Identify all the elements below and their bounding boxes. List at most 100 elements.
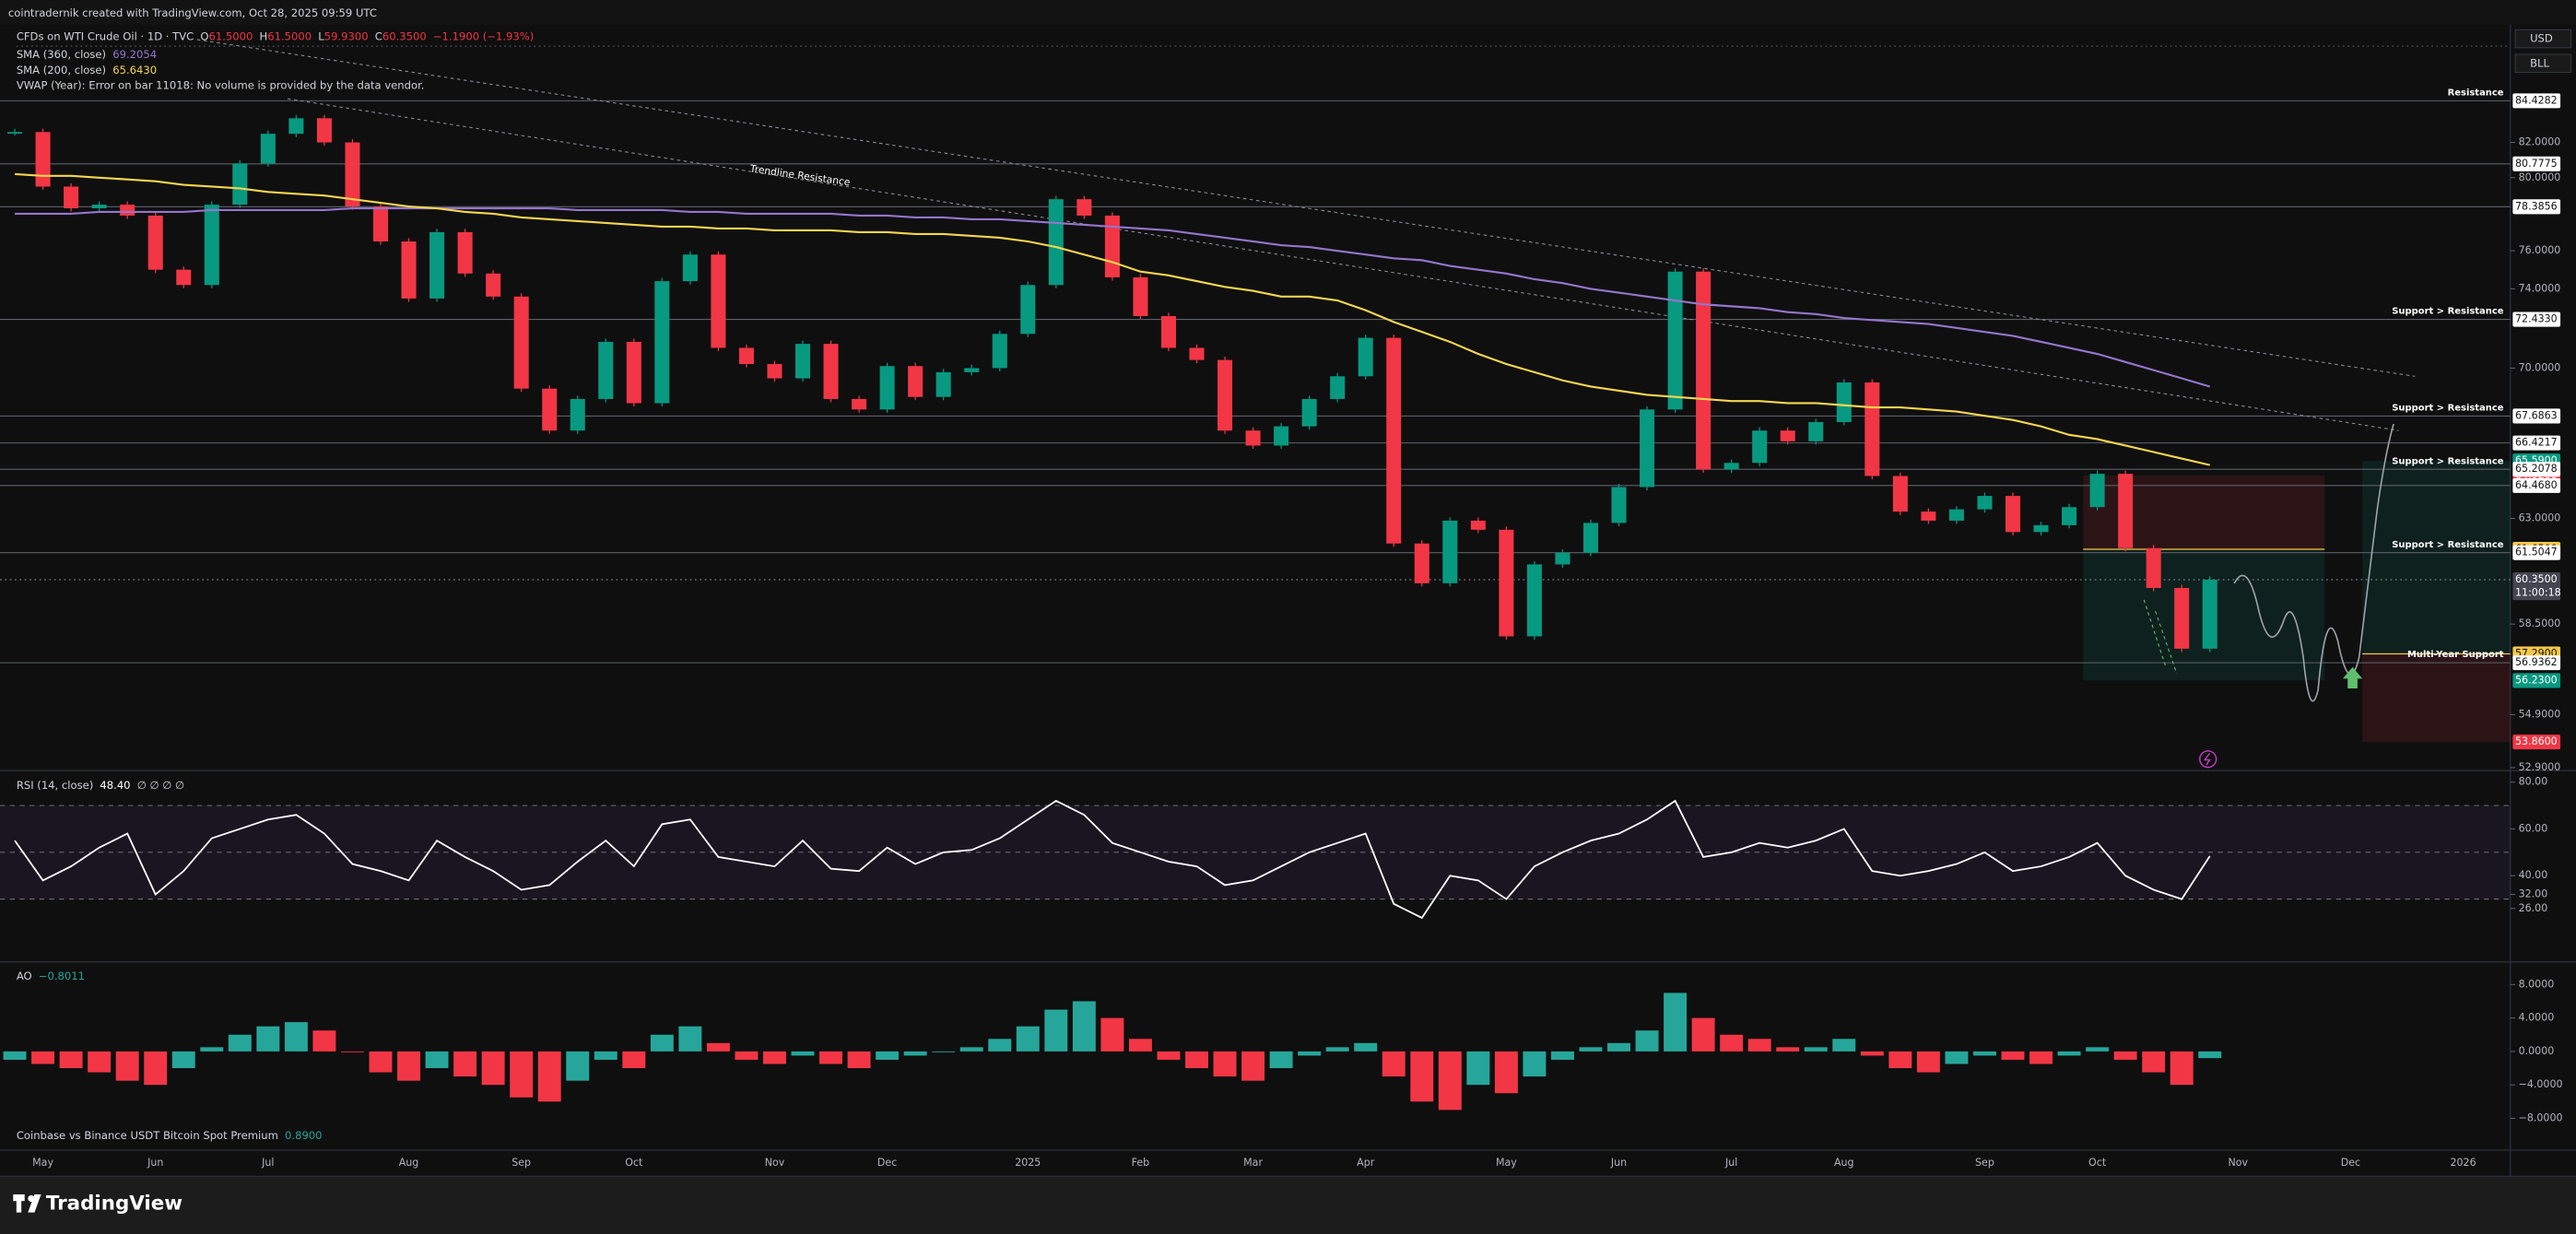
ao-bar [1438,1051,1462,1111]
x-tick-label: Jul [261,1157,274,1169]
price-badge [2512,156,2561,171]
up-arrow [2342,666,2363,689]
stop-zone [2362,653,2511,743]
candle [1582,523,1599,553]
candle [823,344,839,399]
y-tick-label: −4.0000 [2519,1078,2563,1090]
ao-bar [1016,1026,1040,1052]
candle [711,254,726,348]
ao-bar [284,1022,308,1052]
candle [1499,529,1514,637]
candle [1640,409,1655,488]
ao-bar [88,1051,112,1073]
unit-box[interactable] [2514,53,2572,74]
price-badge [2512,311,2561,327]
labels-layer: May Jun Jul Aug Sep Oct Nov Dec 2025 Feb Mar Apr May… [17,29,2563,1169]
moving-average [15,206,2211,388]
ao-bar [1945,1051,1969,1064]
x-tick-label: Oct [2088,1157,2107,1169]
ao-bar [1635,1030,1659,1052]
price-badge-label: 66.4217 [2515,437,2558,449]
ao-bar [453,1051,477,1077]
y-tick-label: 26.00 [2519,902,2548,914]
y-tick-label: 52.9000 [2519,761,2561,773]
ao-bar [988,1039,1012,1052]
ao-bar [1466,1051,1490,1086]
legend-part: SMA (360, close) [17,47,106,60]
y-tick-label: 70.0000 [2519,361,2561,373]
alert-icon-bolt [2203,753,2211,766]
ao-bar [1241,1051,1265,1081]
y-tick-label: 0.0000 [2519,1045,2555,1057]
candle [1921,511,1936,521]
legend-part: −0.8011 [39,969,85,981]
ao-bar [1776,1047,1800,1052]
logo-part [16,1194,22,1213]
candle [232,163,248,206]
ao-bar [622,1051,646,1069]
ao-bar [171,1051,195,1069]
ao-bar [144,1051,168,1086]
ao-bar [2001,1051,2025,1060]
candle [1555,552,1570,565]
candle [1667,271,1683,410]
x-tick-label: 2026 [2450,1157,2476,1169]
ao-bar [847,1051,871,1069]
ao-bar [115,1051,139,1081]
ao-bar [2113,1051,2137,1060]
legend-part: 65.6430 [112,63,157,76]
candle [738,347,754,365]
price-badge [2512,655,2561,671]
candle [1526,564,1542,637]
candle [401,241,417,299]
level-note: Multi-Year Support [2407,650,2504,660]
candle [852,398,867,410]
candle [1133,276,1148,316]
candle [288,118,304,135]
currency[interactable]: USD [2530,32,2553,45]
price-badge [2512,477,2561,493]
candle [2118,474,2134,548]
x-tick-label: Sep [512,1157,531,1169]
series-layer [3,114,2222,1111]
ao-bar [1213,1051,1237,1077]
ao-bar [2086,1047,2110,1052]
x-tick-label: Aug [399,1157,419,1169]
price-badge-label: 84.4282 [2515,94,2558,106]
legend: AO −0.8011 [17,969,85,981]
candle [147,215,163,270]
legend-part: 60.3500 [382,29,427,42]
candle [204,205,219,286]
legend-part: −1.1900 (−1.93%) [433,29,534,42]
moving-average [14,172,2210,466]
logo-part [28,1194,41,1213]
unit[interactable]: BLL [2530,56,2549,69]
candle [1245,430,1261,446]
y-tick-label: 58.5000 [2519,617,2561,629]
ao-bar [425,1051,449,1069]
y-tick-label: −8.0000 [2519,1111,2563,1123]
ao-bar [1298,1051,1322,1056]
x-tick-label: Dec [2341,1157,2360,1169]
alert-icon[interactable] [2199,750,2217,769]
candle [1076,199,1092,216]
candle [1948,509,1964,521]
legend-part: 48.40 [100,779,130,792]
legend-part: O [200,29,208,42]
projection-arrow [2143,599,2178,675]
candle [1189,347,1205,360]
candle [91,205,107,209]
price-badge-label: 80.7775 [2515,158,2558,170]
candle [2174,588,2190,649]
ao-bar [1720,1034,1744,1052]
legend: Coinbase vs Binance USDT Bitcoin Spot Pr… [17,1128,323,1141]
candle [626,341,641,404]
price-badge-label: 65.2078 [2515,463,2558,475]
legend-part: L [318,29,324,42]
currency-box[interactable] [2514,29,2572,49]
trendline [287,98,2399,431]
ao-bar [369,1051,393,1073]
candle [260,134,276,164]
price-badge [2512,462,2561,477]
ao-bar [903,1051,927,1056]
